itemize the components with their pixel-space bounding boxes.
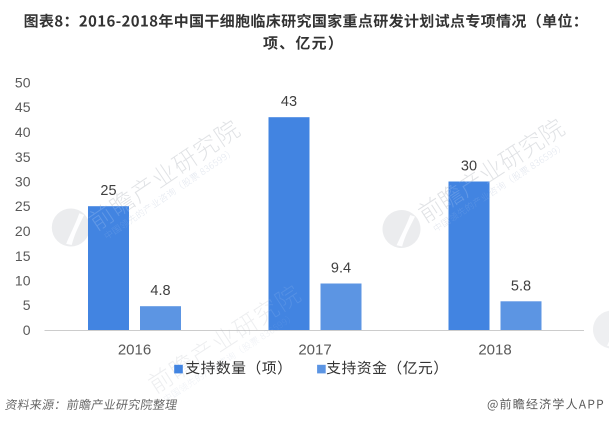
svg-text:25: 25 <box>15 198 31 214</box>
svg-text:43: 43 <box>281 94 297 110</box>
svg-text:35: 35 <box>15 149 31 165</box>
svg-text:30: 30 <box>461 159 477 175</box>
svg-text:5: 5 <box>23 297 31 313</box>
svg-text:0: 0 <box>23 322 31 338</box>
svg-text:9.4: 9.4 <box>331 261 351 277</box>
svg-text:2018: 2018 <box>478 342 511 359</box>
svg-text:5.8: 5.8 <box>511 278 531 294</box>
svg-text:45: 45 <box>15 99 31 115</box>
svg-text:4.8: 4.8 <box>150 283 170 299</box>
svg-text:20: 20 <box>15 223 31 239</box>
svg-text:50: 50 <box>15 75 31 91</box>
svg-text:2017: 2017 <box>298 342 331 359</box>
svg-text:30: 30 <box>15 174 31 190</box>
svg-text:10: 10 <box>15 273 31 289</box>
svg-text:40: 40 <box>15 124 31 140</box>
svg-text:2016: 2016 <box>118 342 151 359</box>
svg-text:15: 15 <box>15 248 31 264</box>
svg-text:25: 25 <box>100 183 116 199</box>
